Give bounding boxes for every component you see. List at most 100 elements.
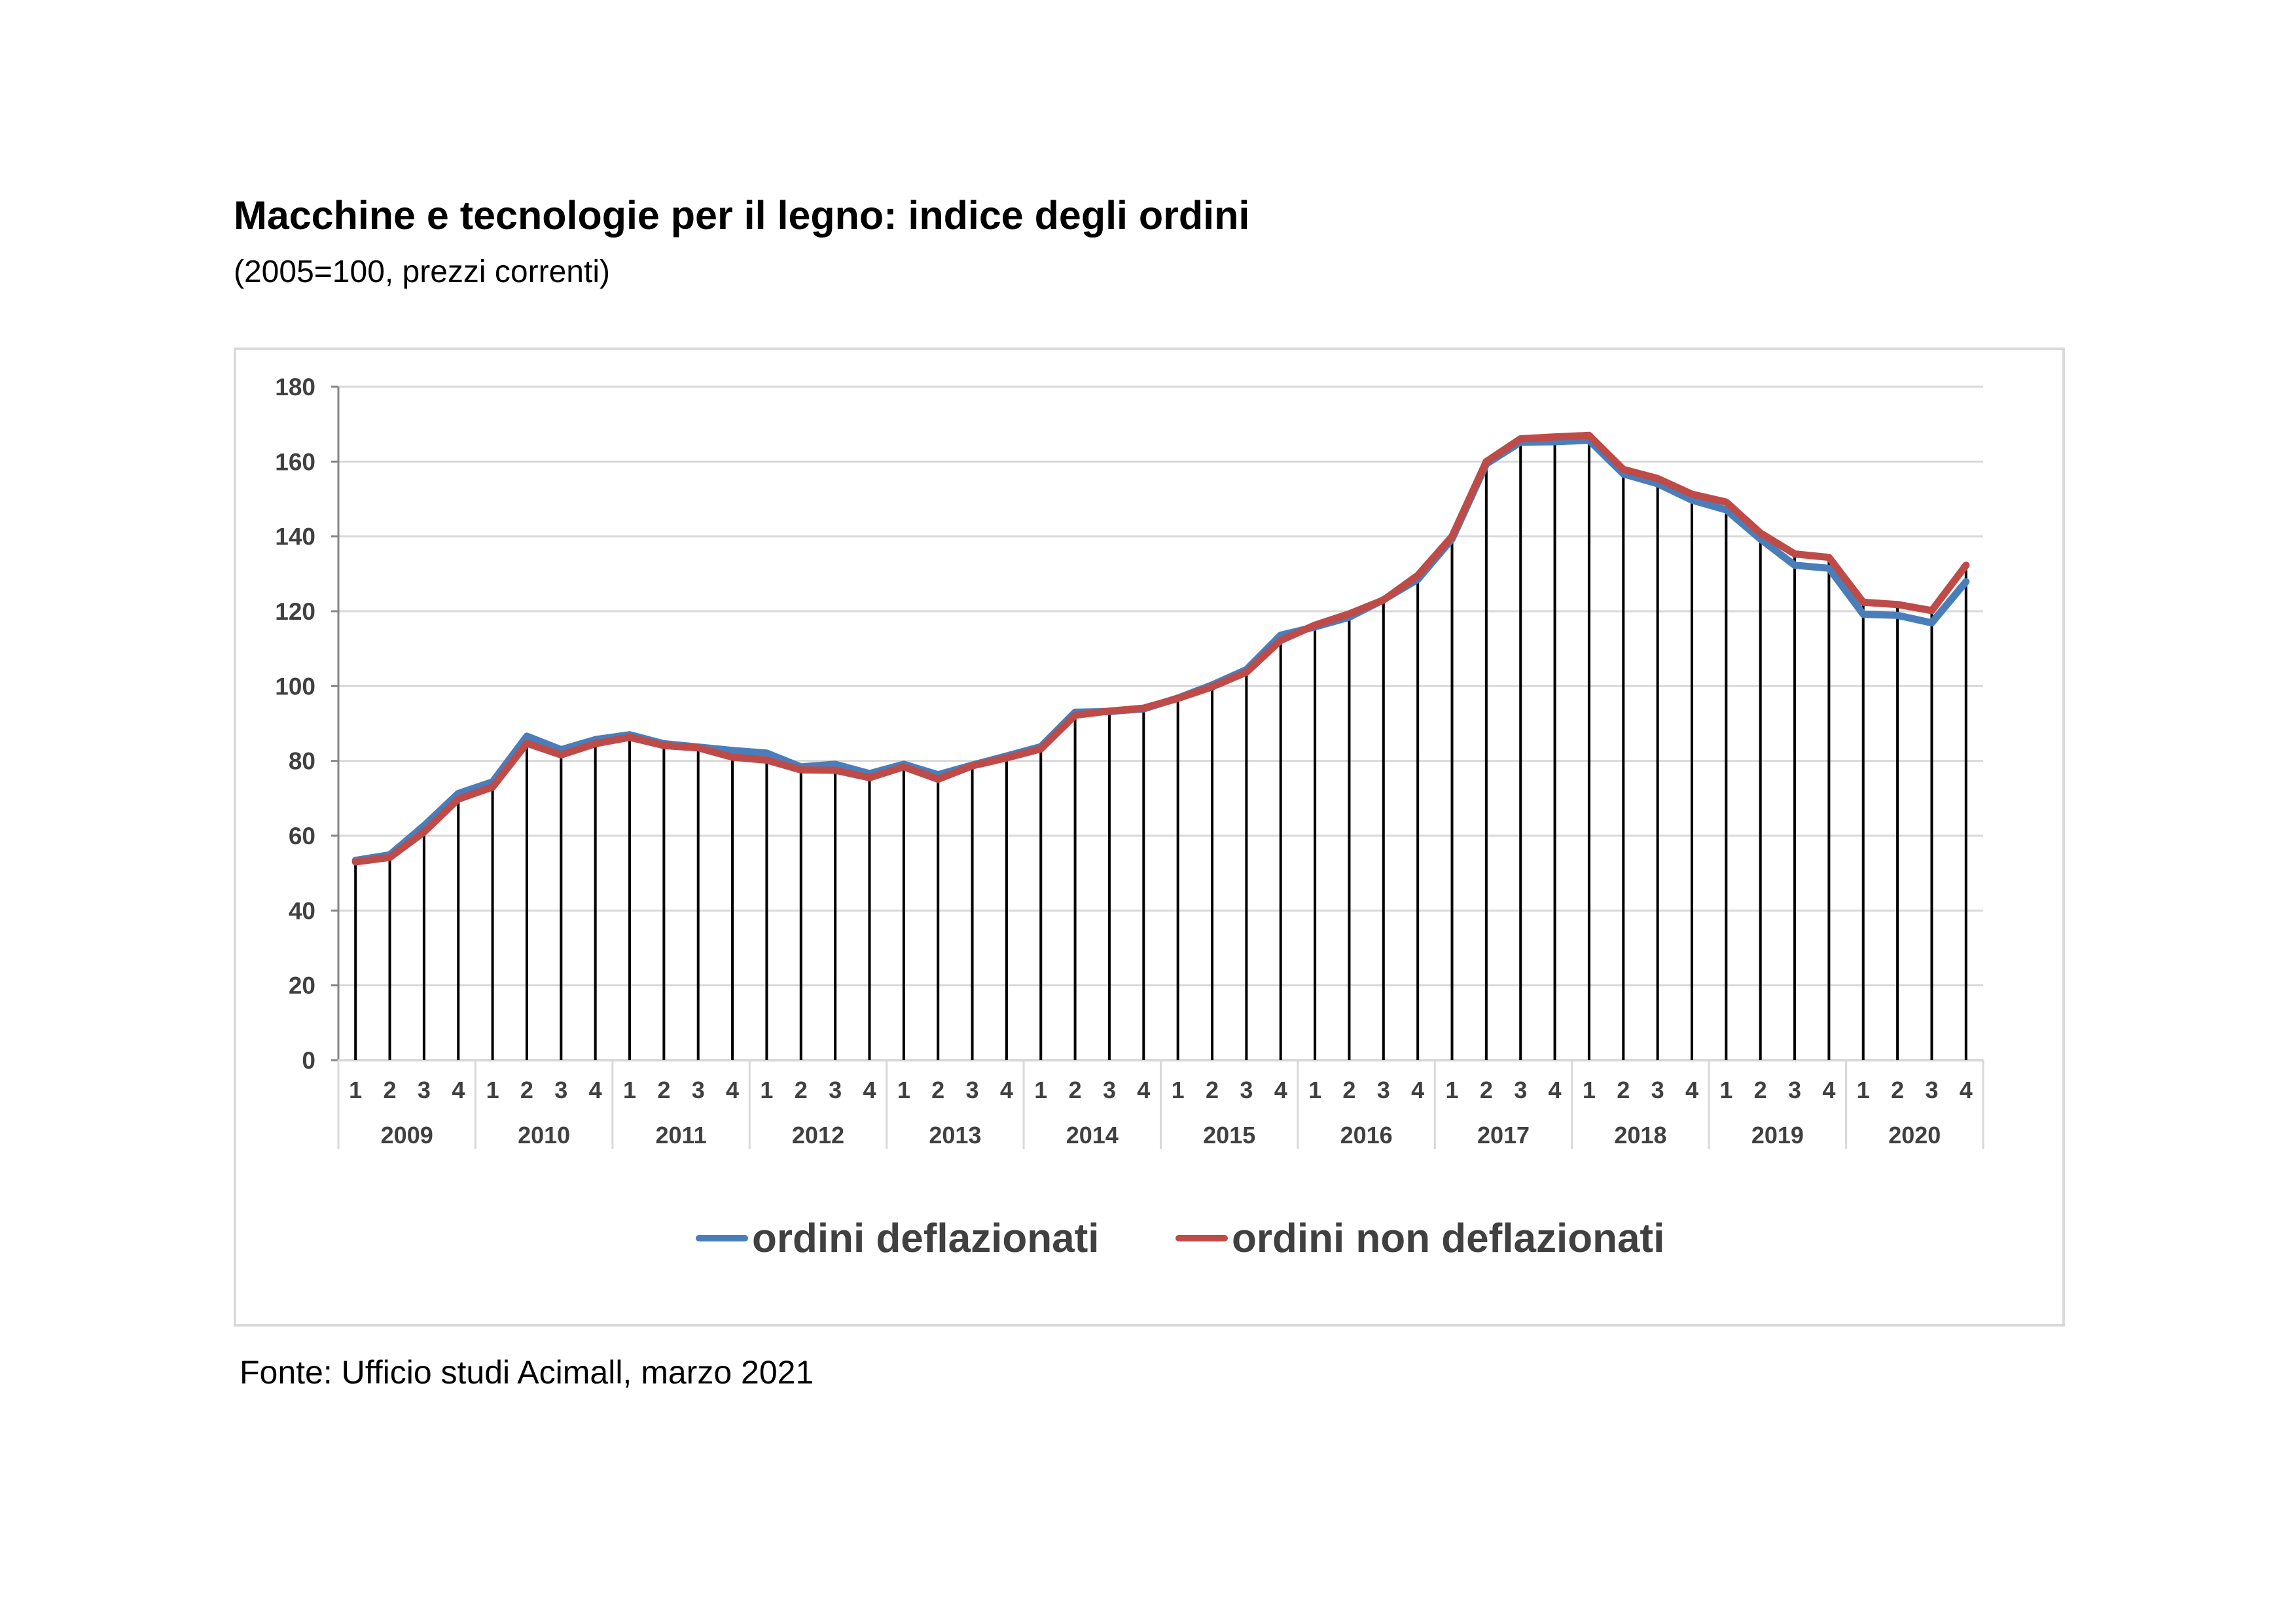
data-point [389,857,391,858]
drop-lines [354,435,1967,1060]
year-label: 2018 [1614,1122,1666,1149]
quarter-label: 1 [349,1077,362,1103]
quarter-label: 2 [795,1077,808,1103]
year-label: 2015 [1203,1122,1255,1149]
series-lines [351,431,1970,866]
quarter-label: 4 [726,1077,739,1103]
data-point [1931,610,1932,611]
data-point [1280,640,1282,641]
quarter-label: 3 [692,1077,705,1103]
quarter-label: 3 [1240,1077,1253,1103]
chart-subtitle: (2005=100, prezzi correnti) [234,255,610,289]
quarter-label: 4 [1274,1077,1287,1103]
data-point [1965,581,1967,582]
year-label: 2019 [1751,1122,1804,1149]
y-tick-label: 140 [275,524,315,550]
data-point [1520,438,1521,439]
quarter-label: 4 [1685,1077,1698,1103]
y-tick-label: 180 [275,374,315,401]
quarter-label: 2 [520,1077,533,1103]
y-tick-label: 60 [289,823,315,849]
year-label: 2009 [381,1122,433,1149]
quarter-label: 4 [1960,1077,1973,1103]
data-point [457,793,459,794]
quarter-label: 2 [384,1077,397,1103]
year-label: 2014 [1066,1122,1119,1149]
quarter-label: 4 [1000,1077,1013,1103]
data-point [903,766,905,768]
data-point [595,743,596,744]
quarter-label: 1 [623,1077,636,1103]
data-point [1897,615,1898,616]
quarter-label: 4 [863,1077,876,1103]
legend: ordini deflazionati ordini non deflazion… [0,1212,2296,1264]
quarter-label: 4 [1137,1077,1150,1103]
year-label: 2020 [1888,1122,1941,1149]
quarter-label: 1 [1719,1077,1732,1103]
data-point [355,861,356,863]
quarter-label: 3 [1788,1077,1801,1103]
data-point [1691,499,1693,501]
data-point [1383,599,1384,601]
quarter-label: 2 [1480,1077,1493,1103]
year-label: 2016 [1340,1122,1393,1149]
legend-item-non-deflazionati: ordini non deflazionati [1175,1212,1664,1264]
legend-swatch-blue [696,1235,748,1241]
quarter-label: 3 [1925,1077,1938,1103]
quarter-label: 1 [1308,1077,1321,1103]
data-point [1623,469,1624,470]
quarter-label: 1 [1583,1077,1596,1103]
gridlines [338,385,1983,987]
quarter-label: 1 [1172,1077,1185,1103]
y-tick-label: 0 [302,1047,315,1074]
quarter-label: 4 [1822,1077,1835,1103]
data-point [423,825,425,827]
quarter-label: 1 [760,1077,773,1103]
data-point [1348,613,1350,615]
legend-swatch-red [1175,1235,1228,1241]
quarter-label: 2 [1754,1077,1767,1103]
year-label: 2017 [1477,1122,1530,1149]
year-label: 2013 [929,1122,981,1149]
quarter-label: 3 [1514,1077,1527,1103]
quarter-label: 4 [1411,1077,1424,1103]
year-label: 2012 [792,1122,844,1149]
data-point [1725,501,1727,503]
quarter-label: 3 [1651,1077,1664,1103]
source-note: Fonte: Ufficio studi Acimall, marzo 2021 [240,1354,814,1391]
quarter-label: 3 [1103,1077,1116,1103]
quarter-label: 3 [1377,1077,1390,1103]
quarter-label: 4 [452,1077,465,1103]
data-point [1691,493,1693,495]
y-tick-label: 160 [275,448,315,475]
y-tick-label: 20 [289,972,315,999]
quarter-label: 1 [1034,1077,1047,1103]
chart-title: Macchine e tecnologie per il legno: indi… [234,193,1250,238]
data-point [457,798,459,800]
quarter-label: 2 [1069,1077,1082,1103]
quarter-label: 1 [897,1077,910,1103]
data-point [1657,478,1659,479]
y-tick-label: 40 [289,897,315,924]
quarter-label: 2 [1342,1077,1355,1103]
quarter-label: 4 [1549,1077,1562,1103]
quarter-label: 1 [1857,1077,1870,1103]
data-point [1897,604,1898,605]
year-label: 2011 [655,1122,706,1149]
data-point [1177,698,1179,699]
data-point [560,749,562,751]
quarter-label: 2 [657,1077,670,1103]
quarter-label: 3 [829,1077,842,1103]
y-tick-label: 80 [289,748,315,775]
data-point [732,750,733,751]
quarter-label: 3 [418,1077,431,1103]
data-point [1246,671,1247,673]
axes [331,385,1984,1149]
data-point [937,774,939,776]
legend-label: ordini non deflazionati [1232,1215,1665,1261]
y-tick-label: 120 [275,598,315,625]
data-point [1314,624,1316,626]
quarter-label: 2 [931,1077,944,1103]
